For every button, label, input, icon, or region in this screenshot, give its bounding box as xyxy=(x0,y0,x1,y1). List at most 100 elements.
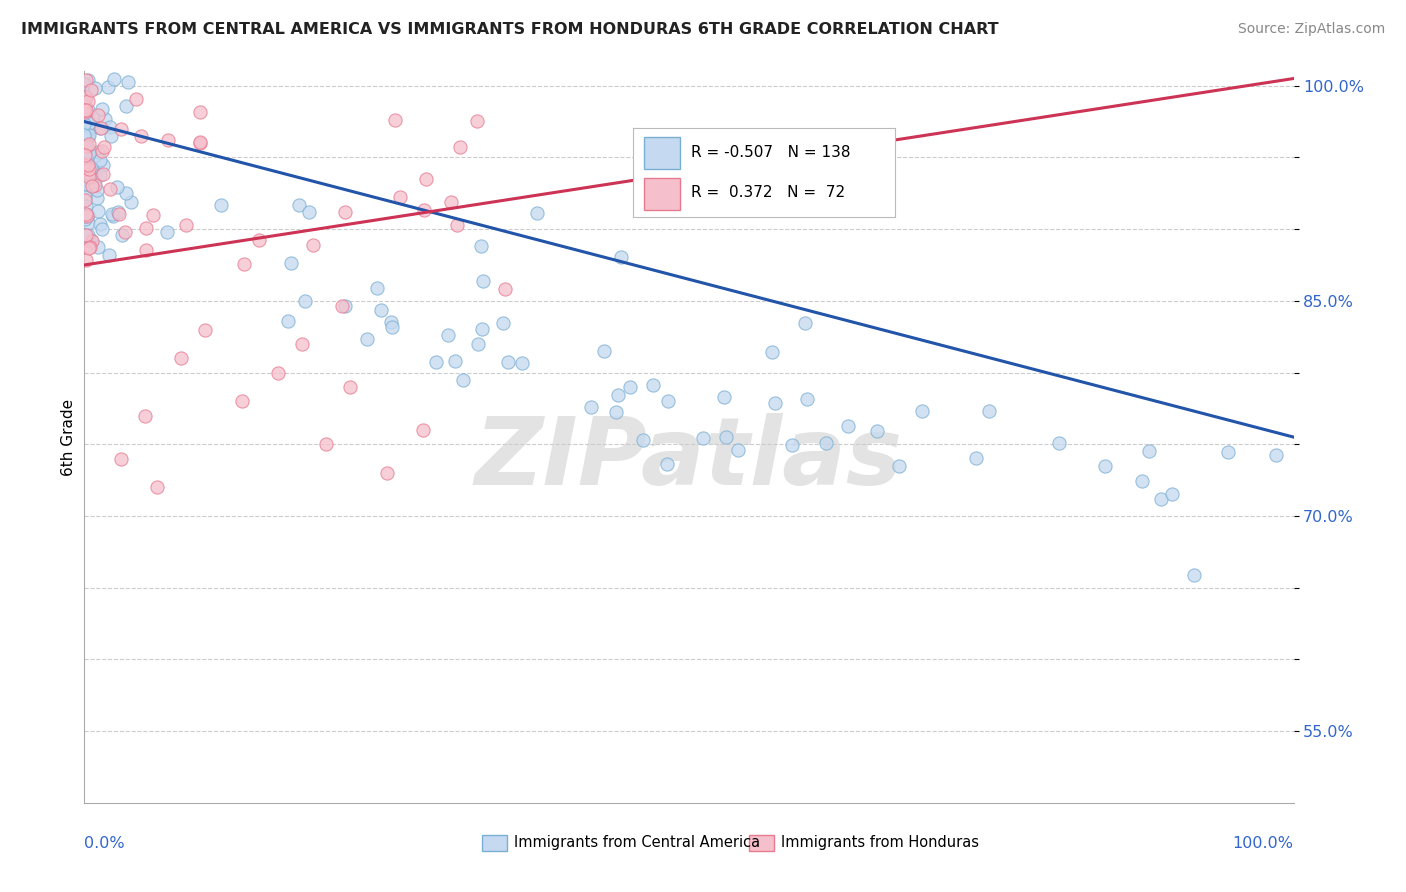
Point xyxy=(73,155,96,169)
Point xyxy=(96,79,118,94)
Point xyxy=(280,256,302,270)
Point xyxy=(606,388,628,402)
Point xyxy=(77,158,100,172)
Point xyxy=(77,128,100,142)
Point xyxy=(188,104,211,119)
Point xyxy=(75,193,97,207)
Point xyxy=(1150,491,1173,506)
Point xyxy=(83,175,105,189)
Point xyxy=(713,390,735,404)
Point xyxy=(114,99,136,113)
Point xyxy=(87,108,110,122)
Point xyxy=(86,183,108,197)
Text: 100.0%: 100.0% xyxy=(1233,836,1294,851)
Point xyxy=(356,332,378,346)
Point xyxy=(76,113,98,128)
Point xyxy=(76,89,98,103)
Point xyxy=(79,167,101,181)
Point xyxy=(1130,474,1153,488)
Point xyxy=(333,205,356,219)
Point xyxy=(110,451,132,466)
Point xyxy=(80,233,103,247)
Point xyxy=(267,366,290,380)
Text: ZIPatlas: ZIPatlas xyxy=(475,413,903,505)
Bar xyxy=(644,178,681,210)
Point xyxy=(77,129,100,144)
Point xyxy=(100,128,122,143)
Point xyxy=(657,457,679,471)
Point xyxy=(288,198,311,212)
Point xyxy=(492,316,515,330)
Point xyxy=(796,392,818,406)
Point xyxy=(294,293,316,308)
Point xyxy=(83,81,105,95)
Point xyxy=(73,77,96,91)
Point xyxy=(727,442,749,457)
Point xyxy=(465,114,488,128)
Point xyxy=(93,140,115,154)
Point xyxy=(73,91,96,105)
Point xyxy=(87,145,110,159)
Point xyxy=(1137,444,1160,458)
Point xyxy=(110,121,132,136)
Point xyxy=(75,73,97,87)
Point xyxy=(73,148,96,162)
Point xyxy=(75,252,97,267)
Point xyxy=(370,303,392,318)
Point xyxy=(979,403,1001,417)
Point xyxy=(76,129,98,144)
Point xyxy=(77,227,100,242)
Point xyxy=(188,136,211,150)
Point xyxy=(89,153,111,168)
Point xyxy=(446,218,468,232)
Point xyxy=(73,180,96,194)
Point xyxy=(793,316,815,330)
Point xyxy=(80,234,103,248)
Point xyxy=(619,380,641,394)
Point xyxy=(76,139,98,153)
Point xyxy=(77,145,100,160)
Point xyxy=(75,211,97,226)
Point xyxy=(101,207,124,221)
Point xyxy=(1094,458,1116,473)
Point xyxy=(75,143,97,157)
Point xyxy=(98,181,121,195)
Point xyxy=(470,239,492,253)
Point xyxy=(89,217,111,231)
Point xyxy=(73,77,96,91)
Point xyxy=(631,434,654,448)
Point xyxy=(73,128,96,142)
Point xyxy=(142,208,165,222)
Text: R = -0.507   N = 138: R = -0.507 N = 138 xyxy=(690,145,851,161)
Point xyxy=(77,94,100,108)
Point xyxy=(73,121,96,136)
Point xyxy=(91,167,114,181)
Point xyxy=(77,144,100,158)
Point xyxy=(1264,448,1286,462)
Point xyxy=(157,133,180,147)
Text: Source: ZipAtlas.com: Source: ZipAtlas.com xyxy=(1237,22,1385,37)
Point xyxy=(381,320,404,334)
Point xyxy=(641,378,664,392)
Point xyxy=(75,143,97,157)
Point xyxy=(94,112,117,126)
Point xyxy=(425,355,447,369)
Point xyxy=(87,240,110,254)
Point xyxy=(90,121,112,136)
Point xyxy=(494,282,516,296)
Point xyxy=(1047,435,1070,450)
Point xyxy=(73,103,96,117)
Point xyxy=(107,205,129,219)
Point xyxy=(910,403,932,417)
Point xyxy=(75,199,97,213)
Point xyxy=(129,129,152,144)
Point xyxy=(156,225,179,239)
Point xyxy=(73,227,96,242)
Point xyxy=(79,239,101,253)
Point xyxy=(339,380,361,394)
Point xyxy=(330,299,353,313)
Point xyxy=(366,281,388,295)
Point xyxy=(657,394,679,409)
Point xyxy=(301,238,323,252)
Point xyxy=(73,210,96,224)
